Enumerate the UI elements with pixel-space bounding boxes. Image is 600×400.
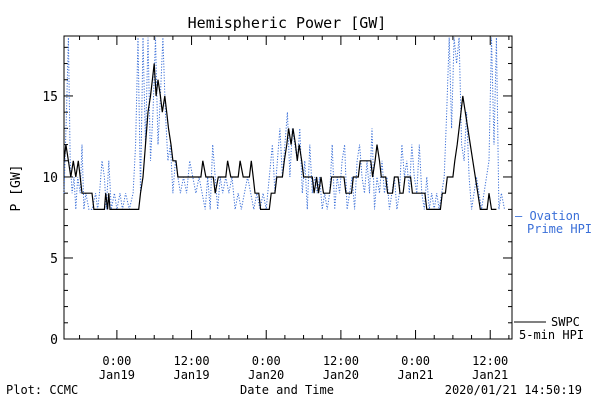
x-tick-date-label: Jan21 — [472, 368, 508, 382]
x-tick-time-label: 0:00 — [102, 354, 131, 368]
x-tick-time-label: 12:00 — [323, 354, 359, 368]
x-tick-date-label: Jan21 — [397, 368, 433, 382]
x-tick-time-label: 12:00 — [173, 354, 209, 368]
y-axis: 0 5 10 15 — [42, 46, 512, 348]
y-tick-label: 5 — [50, 252, 58, 267]
x-tick-date-label: Jan20 — [248, 368, 284, 382]
x-tick-time-label: 12:00 — [472, 354, 508, 368]
y-axis-label: P [GW] — [9, 165, 24, 212]
series-layer — [63, 37, 505, 210]
legend-swpc-line1: SWPC — [551, 315, 580, 329]
series-ovation-line — [63, 37, 505, 210]
x-tick-date-label: Jan19 — [99, 368, 135, 382]
legend-ovation-line2: Prime HPI — [527, 222, 592, 236]
footer-credit: Plot: CCMC — [6, 383, 78, 397]
y-tick-label: 15 — [42, 90, 58, 105]
x-tick-date-label: Jan19 — [173, 368, 209, 382]
x-tick-time-label: 0:00 — [252, 354, 281, 368]
x-tick-date-label: Jan20 — [323, 368, 359, 382]
plot-border — [63, 35, 513, 340]
footer-timestamp: 2020/01/21 14:50:19 — [445, 383, 582, 397]
legend-ovation-line1: — Ovation — [515, 209, 580, 223]
legend-swpc-line2: 5-min HPI — [519, 328, 584, 342]
x-axis: 0:00Jan1912:00Jan190:00Jan2012:00Jan200:… — [79, 36, 510, 382]
chart-title: Hemispheric Power [GW] — [188, 14, 387, 32]
plot-frame — [63, 35, 513, 340]
series-swpc-line — [63, 63, 497, 210]
x-tick-time-label: 0:00 — [401, 354, 430, 368]
y-tick-label: 10 — [42, 171, 58, 186]
x-axis-label: Date and Time — [240, 383, 334, 397]
y-tick-label: 0 — [50, 333, 58, 348]
legend: — Ovation Prime HPI SWPC 5-min HPI — [514, 209, 592, 342]
